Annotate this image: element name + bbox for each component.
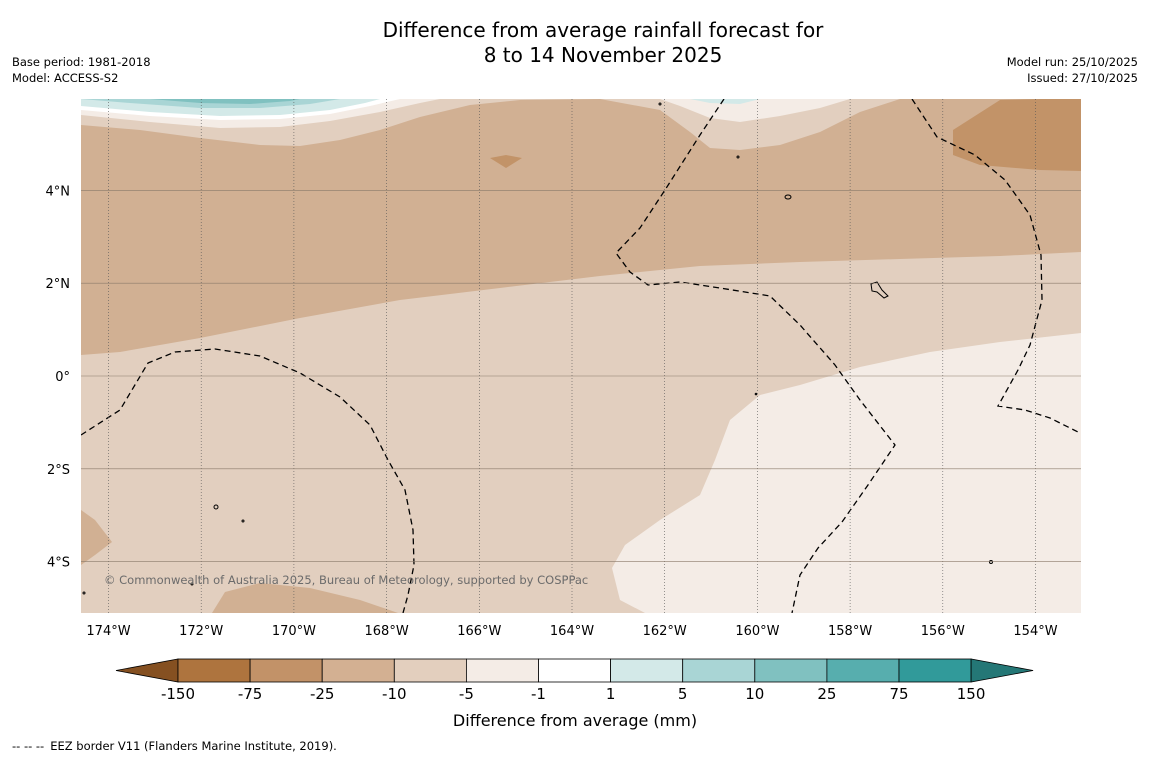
band-north-center-wet — [690, 99, 760, 104]
island-west-4 — [82, 591, 86, 595]
colorbar-segment — [393, 658, 467, 683]
eez-line-symbol: -- -- -- — [12, 739, 45, 753]
chart-title: Difference from average rainfall forecas… — [0, 18, 1150, 68]
colorbar-segment — [610, 658, 684, 683]
colorbar-tick-label: 5 — [678, 685, 688, 703]
colorbar-tick-label: 150 — [957, 685, 986, 703]
island-west-1 — [213, 504, 219, 510]
graticule — [81, 99, 1081, 613]
eez-boundaries — [81, 99, 1079, 613]
model-info: Base period: 1981-2018 Model: ACCESS-S2 — [12, 54, 151, 86]
colorbar-label: Difference from average (mm) — [453, 711, 697, 730]
colorbar-segment — [465, 658, 539, 683]
island-tabuaeran — [784, 194, 792, 200]
longitude-tick-label: 156°W — [921, 624, 965, 639]
colorbar-tick-label: -1 — [531, 685, 546, 703]
eez-border-west — [81, 348, 415, 613]
band-minus5-to-minus1 — [612, 333, 1081, 613]
title-line-2: 8 to 14 November 2025 — [483, 43, 723, 67]
colorbar-extend-high — [970, 658, 1034, 683]
footnote-text: EEZ border V11 (Flanders Marine Institut… — [50, 739, 337, 753]
copyright-text: © Commonwealth of Australia 2025, Bureau… — [104, 573, 588, 587]
longitude-tick-label: 166°W — [457, 624, 501, 639]
longitude-tick-label: 168°W — [365, 624, 409, 639]
colorbar-extend-low — [115, 658, 179, 683]
island-central-1 — [754, 392, 758, 396]
colorbar-segment — [249, 658, 323, 683]
island-north-2 — [736, 155, 740, 159]
longitude-tick-label: 154°W — [1013, 624, 1057, 639]
base-period-text: Base period: 1981-2018 — [12, 55, 151, 69]
latitude-tick-label: 4°S — [47, 556, 70, 571]
dry-patch-north — [490, 155, 522, 168]
latitude-tick-label: 2°N — [46, 277, 71, 292]
colorbar-segment — [538, 658, 611, 683]
longitude-tick-label: 162°W — [643, 624, 687, 639]
colorbar-tick-label: -150 — [161, 685, 195, 703]
longitude-tick-label: 160°W — [735, 624, 779, 639]
colorbar-tick-label: 10 — [745, 685, 764, 703]
colorbar-segment — [826, 658, 900, 683]
issued-text: Issued: 27/10/2025 — [1027, 71, 1138, 85]
run-info: Model run: 25/10/2025 Issued: 27/10/2025 — [1007, 54, 1138, 86]
colorbar-tick-label: -5 — [459, 685, 474, 703]
colorbar-tick-label: -75 — [238, 685, 263, 703]
longitude-tick-label: 174°W — [86, 624, 130, 639]
longitude-labels: 174°W 172°W 170°W 168°W 166°W 164°W 162°W 160°W… — [86, 624, 1057, 639]
longitude-tick-label: 158°W — [828, 624, 872, 639]
colorbar-legend: -150 -75 -25 -10 -5 -1 1 5 10 25 75 150 — [115, 658, 1034, 703]
latitude-tick-label: 4°N — [46, 184, 71, 199]
longitude-tick-label: 170°W — [272, 624, 316, 639]
band-southwest-edge — [81, 510, 112, 565]
footnote: -- -- -- EEZ border V11 (Flanders Marine … — [12, 739, 337, 753]
longitude-tick-label: 172°W — [179, 624, 223, 639]
island-west-2 — [241, 519, 245, 523]
colorbar-tick-label: 25 — [817, 685, 836, 703]
latitude-labels: 4°N 2°N 0° 2°S 4°S — [46, 184, 71, 570]
title-line-1: Difference from average rainfall forecas… — [382, 18, 824, 42]
band-north-center-near-normal — [660, 99, 850, 122]
island-west-3 — [190, 582, 194, 586]
model-run-text: Model run: 25/10/2025 — [1006, 55, 1138, 69]
colorbar-segment — [754, 658, 828, 683]
eez-border-central — [615, 99, 896, 613]
longitude-tick-label: 164°W — [550, 624, 594, 639]
latitude-tick-label: 0° — [55, 370, 70, 385]
island-north-1 — [658, 102, 662, 106]
colorbar-segment — [321, 658, 395, 683]
colorbar-tick-label: 75 — [889, 685, 908, 703]
colorbar-tick-label: -25 — [310, 685, 335, 703]
band-north-wet-3 — [150, 99, 300, 104]
colorbar-tick-label: -10 — [382, 685, 407, 703]
island-east-1 — [989, 560, 993, 564]
model-text: Model: ACCESS-S2 — [12, 71, 119, 85]
band-south-patch — [212, 583, 398, 613]
colorbar-segment — [682, 658, 756, 683]
contour-fields — [81, 99, 1081, 613]
latitude-tick-label: 2°S — [47, 463, 70, 478]
dry-patch-northeast — [953, 99, 1081, 171]
colorbar-segment — [177, 658, 251, 683]
colorbar-tick-label: 1 — [606, 685, 616, 703]
colorbar-segment — [898, 658, 972, 683]
